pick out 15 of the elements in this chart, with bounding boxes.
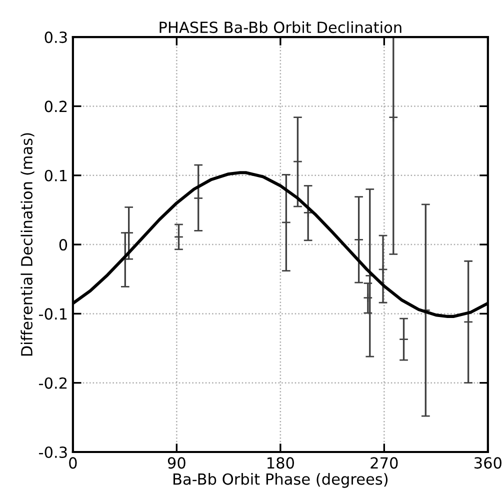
y-tick-label: 0.3 — [44, 32, 67, 44]
x-tick-label: 360 — [474, 457, 502, 469]
y-tick-label: -0.2 — [39, 377, 67, 389]
x-tick-label: 0 — [69, 457, 77, 469]
y-tick-label: 0.2 — [44, 100, 67, 112]
y-axis-title: Differential Declination (mas) — [20, 133, 34, 356]
x-axis-title: Ba-Bb Orbit Phase (degrees) — [174, 473, 388, 488]
y-tick-label: 0 — [59, 238, 68, 251]
chart-title: PHASES Ba-Bb Orbit Declination — [160, 21, 402, 34]
y-tick-label: -0.1 — [39, 308, 67, 320]
y-tick-label: -0.3 — [39, 446, 67, 458]
y-tick-label: 0.1 — [44, 170, 67, 182]
x-tick-label: 270 — [370, 457, 398, 469]
x-tick-label: 180 — [268, 457, 294, 469]
x-tick-label: 90 — [168, 457, 186, 469]
